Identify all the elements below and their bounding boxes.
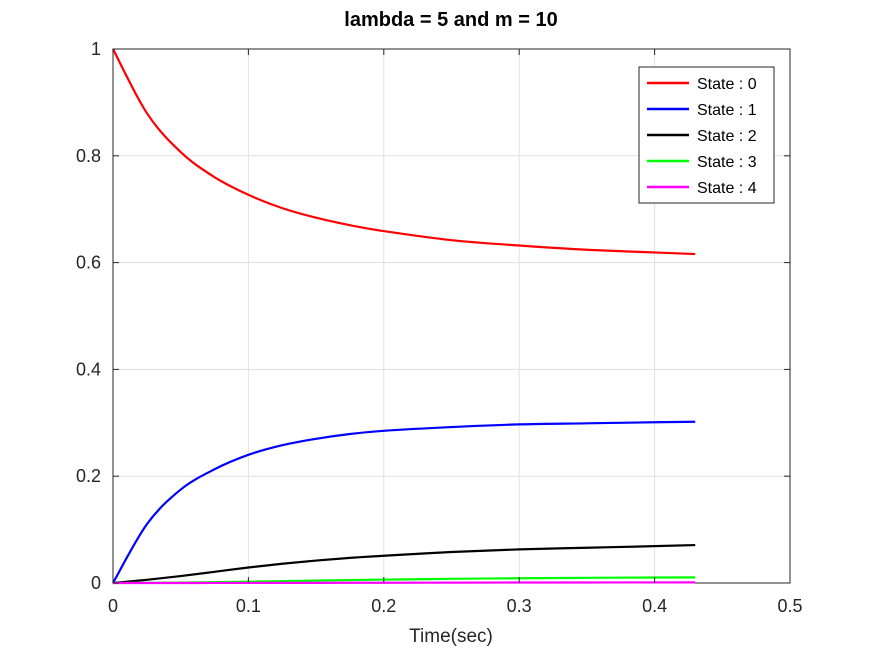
x-tick-label: 0.5	[777, 596, 802, 616]
x-tick-label: 0.2	[371, 596, 396, 616]
legend: State : 0 State : 1 State : 2 State : 3 Stat…	[638, 66, 775, 204]
series-line-state-1	[112, 420, 696, 584]
chart-title: lambda = 5 and m = 10	[344, 9, 557, 31]
series-line-state-2	[112, 543, 696, 585]
x-tick-label: 0.4	[642, 596, 667, 616]
y-tick-label: 0.4	[76, 359, 101, 379]
legend-entry-label: State : 3	[697, 154, 757, 171]
legend-entry-label: State : 1	[697, 102, 757, 119]
x-axis-label: Time(sec)	[409, 626, 493, 647]
series-layer	[112, 48, 696, 585]
legend-entry-label: State : 2	[697, 128, 757, 145]
y-tick-label: 0.2	[76, 466, 101, 486]
axes: 0 0.1 0.2 0.3 0.4 0.5 0 0.2 0.4 0.6 0.8 1	[76, 39, 803, 616]
x-tick-label: 0.3	[507, 596, 532, 616]
y-tick-label: 0	[91, 573, 101, 593]
x-tick-label: 0.1	[236, 596, 261, 616]
x-tick-label: 0	[108, 596, 118, 616]
y-tick-label: 0.6	[76, 253, 101, 273]
legend-entry-label: State : 0	[697, 76, 757, 93]
series-line-state-0	[112, 48, 696, 256]
legend-entry-label: State : 4	[697, 180, 757, 197]
y-tick-label: 0.8	[76, 146, 101, 166]
series-line-state-4	[112, 581, 696, 585]
y-tick-label: 1	[91, 39, 101, 59]
